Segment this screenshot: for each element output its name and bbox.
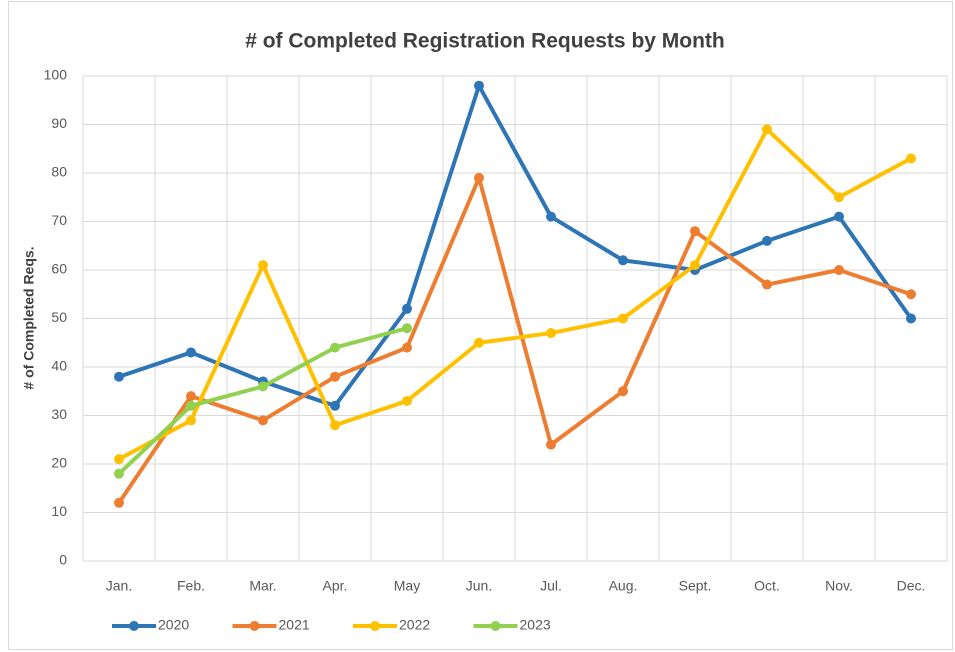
- y-tick-label: 60: [51, 261, 67, 277]
- point: [618, 386, 628, 397]
- point: [186, 400, 196, 411]
- point: [906, 289, 916, 300]
- legend-label: 2022: [399, 617, 430, 633]
- point: [546, 211, 556, 222]
- x-tick-label: Nov.: [825, 578, 853, 594]
- point: [762, 124, 772, 135]
- x-tick-label: Jul.: [540, 578, 562, 594]
- point: [618, 313, 628, 324]
- legend-marker: [490, 621, 501, 631]
- x-tick-label: Aug.: [609, 578, 638, 594]
- x-tick-label: Jun.: [466, 578, 492, 594]
- series-line: [118, 83, 913, 408]
- point: [402, 395, 412, 406]
- x-tick-label: Apr.: [323, 578, 348, 594]
- point: [114, 371, 124, 382]
- y-tick-label: 90: [51, 115, 67, 131]
- point: [402, 323, 412, 334]
- point: [474, 172, 484, 183]
- y-tick-label: 80: [51, 164, 67, 180]
- y-tick-label: 0: [59, 552, 67, 568]
- y-tick-label: 40: [51, 358, 67, 374]
- x-tick-label: Oct.: [754, 578, 780, 594]
- x-tick-label: Feb.: [177, 578, 205, 594]
- point: [546, 328, 556, 339]
- y-tick-label: 70: [51, 212, 67, 228]
- point: [402, 303, 412, 314]
- x-tick-label: Sept.: [679, 578, 712, 594]
- point: [762, 235, 772, 246]
- legend-label: 2020: [158, 617, 189, 633]
- legend-marker: [249, 621, 260, 631]
- point: [330, 400, 340, 411]
- point: [834, 192, 844, 203]
- point: [618, 255, 628, 266]
- point: [330, 420, 340, 431]
- point: [258, 381, 268, 392]
- chart-frame: [8, 1, 953, 650]
- point: [762, 279, 772, 290]
- point: [330, 342, 340, 353]
- series-line: [118, 127, 912, 461]
- y-tick-label: 100: [44, 67, 68, 83]
- y-tick-label: 30: [51, 406, 67, 422]
- legend-label: 2023: [520, 617, 551, 633]
- y-tick-label: 20: [51, 455, 67, 471]
- x-tick-label: Jan.: [106, 578, 132, 594]
- point: [906, 313, 916, 324]
- point: [402, 342, 412, 353]
- y-axis-label: # of Completed Reqs.: [21, 246, 37, 389]
- point: [330, 371, 340, 382]
- point: [186, 415, 196, 426]
- point: [906, 153, 916, 164]
- legend-marker: [129, 621, 139, 631]
- point: [690, 226, 700, 237]
- legend-marker: [370, 621, 380, 631]
- point: [114, 454, 124, 465]
- point: [474, 80, 484, 91]
- point: [834, 265, 844, 275]
- x-tick-label: Mar.: [249, 578, 276, 594]
- point: [690, 260, 700, 271]
- point: [114, 468, 124, 479]
- x-tick-label: May: [394, 578, 420, 594]
- point: [474, 337, 484, 348]
- point: [186, 391, 196, 402]
- y-tick-label: 50: [51, 309, 67, 325]
- x-tick-label: Dec.: [897, 578, 926, 594]
- point: [114, 497, 124, 508]
- point: [186, 347, 196, 358]
- y-tick-label: 10: [51, 503, 67, 519]
- point: [834, 211, 844, 222]
- point: [258, 415, 268, 426]
- point: [258, 260, 268, 271]
- point: [546, 439, 556, 450]
- chart-title: # of Completed Registration Requests by …: [245, 30, 725, 53]
- legend-label: 2021: [279, 617, 310, 633]
- series-line: [117, 175, 912, 504]
